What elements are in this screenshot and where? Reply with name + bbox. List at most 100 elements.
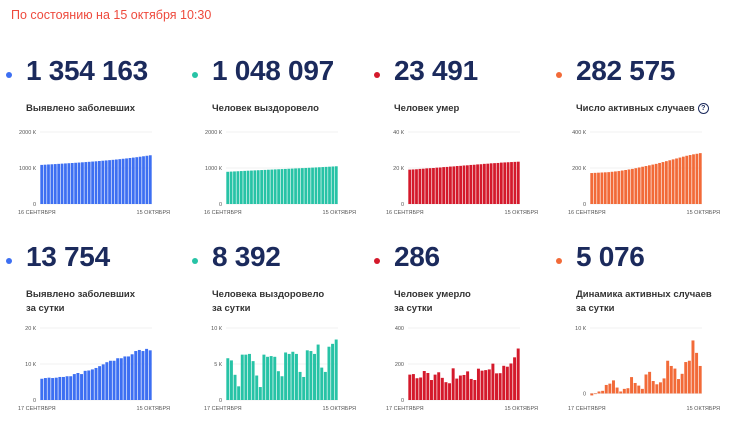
bar bbox=[104, 160, 108, 204]
bar bbox=[516, 161, 520, 204]
bar bbox=[428, 168, 432, 204]
header-date: По состоянию на 15 октября 10:30 bbox=[11, 8, 212, 22]
x-start-label: 16 СЕНТЯБРЯ bbox=[568, 210, 606, 216]
bar bbox=[499, 162, 503, 204]
bar bbox=[47, 164, 50, 204]
question-icon[interactable]: ? bbox=[697, 103, 709, 114]
y-tick-label: 0 bbox=[219, 398, 222, 404]
bar bbox=[65, 376, 69, 400]
bar bbox=[128, 157, 132, 204]
bar bbox=[495, 373, 498, 400]
bar bbox=[505, 366, 509, 400]
bar bbox=[91, 161, 94, 204]
bar bbox=[87, 370, 91, 400]
bar bbox=[244, 354, 248, 400]
bar bbox=[270, 169, 274, 204]
bar bbox=[94, 367, 98, 400]
bar bbox=[637, 167, 641, 204]
bar bbox=[509, 363, 513, 400]
bar bbox=[233, 374, 237, 400]
bar bbox=[297, 168, 301, 204]
series-dot bbox=[6, 258, 12, 264]
bar bbox=[668, 160, 672, 204]
bar bbox=[69, 376, 73, 400]
x-end-label: 15 ОКТЯБРЯ bbox=[323, 406, 356, 412]
bar bbox=[430, 380, 433, 400]
bar bbox=[98, 366, 102, 400]
bar bbox=[469, 378, 473, 400]
bar bbox=[148, 155, 152, 204]
card-label: Число активных случаев? bbox=[576, 102, 709, 116]
bar bbox=[226, 171, 230, 204]
bar bbox=[273, 356, 277, 400]
bar bbox=[593, 393, 597, 395]
bar bbox=[415, 169, 418, 204]
bar bbox=[290, 168, 294, 204]
bar bbox=[593, 172, 597, 204]
card-chart: 40 К 20 К 0 16 СЕНТЯБРЯ 15 ОКТЯБРЯ bbox=[386, 130, 538, 216]
bar bbox=[58, 376, 62, 400]
bar bbox=[426, 373, 430, 400]
card-label: Выявлено заболевших bbox=[26, 103, 135, 114]
x-start-label: 16 СЕНТЯБРЯ bbox=[18, 210, 56, 216]
bar bbox=[108, 360, 112, 400]
y-tick-label: 20 К bbox=[393, 166, 405, 172]
y-tick-label: 0 bbox=[583, 391, 586, 397]
bar bbox=[648, 165, 651, 204]
x-end-label: 15 ОКТЯБРЯ bbox=[137, 406, 170, 412]
bar bbox=[233, 171, 236, 204]
bar bbox=[320, 367, 324, 400]
y-tick-label: 1000 К bbox=[205, 166, 223, 172]
bar bbox=[498, 373, 502, 400]
bar bbox=[277, 169, 280, 204]
card-recovered-daily: 8 392 Человека выздоровело за сутки 10 К 5… bbox=[188, 232, 366, 432]
x-start-label: 17 СЕНТЯБРЯ bbox=[386, 406, 424, 412]
bar bbox=[612, 380, 615, 394]
bar bbox=[298, 371, 302, 400]
bar bbox=[637, 385, 641, 394]
bar bbox=[54, 377, 58, 400]
y-tick-label: 200 bbox=[395, 362, 404, 368]
bar bbox=[123, 356, 127, 400]
bar bbox=[466, 165, 469, 204]
card-deaths-total: 23 491 Человек умер 40 К 20 К 0 16 СЕНТЯБРЯ… bbox=[370, 46, 548, 246]
bar bbox=[419, 377, 423, 400]
bar bbox=[145, 155, 149, 204]
bar bbox=[328, 166, 331, 204]
bar bbox=[137, 349, 141, 400]
bar bbox=[664, 161, 668, 204]
bar bbox=[284, 352, 288, 400]
y-tick-label: 20 К bbox=[25, 326, 37, 332]
bar bbox=[236, 171, 240, 204]
bar bbox=[448, 383, 452, 400]
bar bbox=[276, 371, 280, 400]
bar bbox=[229, 171, 233, 204]
card-value: 282 575 bbox=[576, 55, 676, 86]
bar bbox=[472, 164, 476, 204]
bar bbox=[480, 370, 484, 400]
bar bbox=[307, 167, 311, 204]
bar bbox=[125, 158, 128, 204]
bar bbox=[72, 374, 76, 400]
bar bbox=[491, 363, 495, 400]
bar bbox=[513, 357, 517, 400]
bar bbox=[634, 168, 638, 204]
bar bbox=[90, 369, 94, 400]
y-tick-label: 10 К bbox=[211, 326, 223, 332]
bar bbox=[287, 168, 291, 204]
card-chart: 20 К 10 К 0 17 СЕНТЯБРЯ 15 ОКТЯБРЯ bbox=[18, 326, 170, 412]
bar bbox=[280, 169, 284, 204]
bar bbox=[47, 377, 51, 400]
bar bbox=[695, 153, 699, 204]
y-tick-label: 0 bbox=[219, 202, 222, 208]
bar bbox=[671, 159, 675, 204]
y-tick-label: 0 bbox=[401, 398, 404, 404]
bar bbox=[516, 348, 520, 400]
bar bbox=[607, 172, 611, 204]
bar bbox=[462, 374, 466, 400]
bar bbox=[40, 164, 44, 204]
bar bbox=[138, 156, 142, 204]
bar bbox=[411, 169, 415, 204]
card-recovered-total: 1 048 097 Человек выздоровело 2000 К 1000… bbox=[188, 46, 366, 246]
bar bbox=[243, 170, 247, 204]
